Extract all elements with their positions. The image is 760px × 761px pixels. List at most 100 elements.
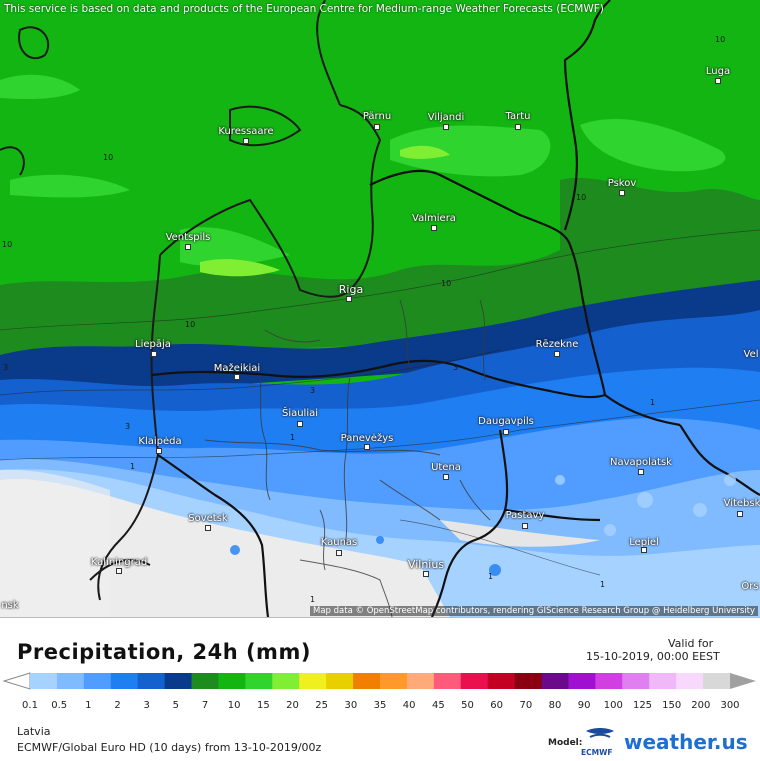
contour-label: 10 <box>576 193 587 202</box>
scale-tick-label: 300 <box>720 700 740 711</box>
city-label: Mažeikiai <box>213 363 261 374</box>
city-label: Lepiel <box>629 537 659 548</box>
contour-label: 3 <box>310 386 316 395</box>
scale-tick-label: 60 <box>490 700 504 711</box>
city-label: Daugavpils <box>478 416 534 427</box>
city-label: Luga <box>705 66 731 77</box>
region-name: Latvia <box>17 725 51 738</box>
scale-tick-label: 45 <box>431 700 445 711</box>
scale-tick-label: 10 <box>227 700 241 711</box>
contour-label: 1 <box>600 580 606 589</box>
scale-swatch <box>110 673 139 689</box>
scale-tick-label: 0.5 <box>51 700 68 711</box>
contour-label: 10 <box>2 240 13 249</box>
contour-label: 1 <box>310 595 316 604</box>
city-label: Sovetsk <box>188 513 228 524</box>
contour-label: 10 <box>715 35 726 44</box>
contour-label: 3 <box>3 363 9 372</box>
city-label: Pskov <box>607 178 637 189</box>
map-title: Precipitation, 24h (mm) <box>17 640 311 664</box>
city-label: Tartu <box>505 111 531 122</box>
city-label: Utena <box>431 462 461 473</box>
valid-for-label: Valid for <box>668 637 714 650</box>
scale-swatch <box>30 673 58 689</box>
scale-swatch <box>272 673 300 689</box>
scale-tick-label: 40 <box>402 700 416 711</box>
contour-label: 10 <box>441 279 452 288</box>
scale-swatch <box>137 673 166 689</box>
scale-tick-label: 30 <box>344 700 358 711</box>
city-label: Kaliningrad <box>90 557 148 568</box>
scale-swatch <box>568 673 596 689</box>
scale-swatch <box>514 673 543 689</box>
contour-label: 10 <box>103 153 114 162</box>
scale-tick-label: 70 <box>519 700 533 711</box>
scale-swatch <box>703 673 731 689</box>
scale-tick-label: 20 <box>286 700 299 711</box>
city-label: Pastavy <box>505 510 545 521</box>
scale-tick-label: 25 <box>315 700 329 711</box>
ecmwf-logo-text: ECMWF <box>581 748 613 757</box>
valid-time: 15-10-2019, 00:00 EEST <box>586 650 720 663</box>
scale-swatch <box>83 673 112 689</box>
scale-tick-label: 5 <box>172 700 180 711</box>
scale-tick-label: 125 <box>632 700 653 711</box>
weather-us-logo[interactable]: weather.us <box>624 730 748 754</box>
model-label: Model: <box>548 738 583 748</box>
contour-label: 3 <box>125 422 131 431</box>
scale-tick-label: 35 <box>373 700 387 711</box>
scale-swatch <box>245 673 273 689</box>
scale-swatch <box>406 673 435 689</box>
legend-footer: Precipitation, 24h (mm) Valid for 15-10-… <box>0 617 760 761</box>
city-label: Kuressaare <box>218 126 274 137</box>
city-label: Riga <box>338 283 364 296</box>
ecmwf-logo <box>586 728 614 738</box>
city-label: Rēzekne <box>535 339 579 350</box>
scale-swatch <box>326 673 354 689</box>
scale-tick-label: 7 <box>201 700 209 711</box>
scale-tick-label: 3 <box>143 700 150 711</box>
city-label: Liepāja <box>135 339 171 350</box>
scale-arrow-right <box>730 673 756 689</box>
scale-tick-label: 0.1 <box>22 700 38 711</box>
contour-label: 1 <box>130 462 136 471</box>
city-label: Viljandi <box>427 112 465 123</box>
scale-tick-label: 100 <box>603 700 623 711</box>
scale-tick-label: 200 <box>691 700 711 711</box>
city-label: Panevėžys <box>340 433 394 444</box>
scale-swatch <box>191 673 219 689</box>
scale-swatch <box>460 673 489 689</box>
scale-tick-label: 80 <box>548 700 562 711</box>
scale-tick-label: 90 <box>577 700 591 711</box>
scale-swatch <box>541 673 569 689</box>
color-scale-bar <box>2 672 756 690</box>
model-run-info: ECMWF/Global Euro HD (10 days) from 13-1… <box>17 741 322 754</box>
precipitation-map[interactable]: This service is based on data and produc… <box>0 0 760 617</box>
city-label: Kaunas <box>320 537 358 548</box>
scale-arrow-left <box>2 672 31 690</box>
city-label: Klaipėda <box>138 436 182 447</box>
city-label: Pärnu <box>362 111 392 122</box>
scale-swatch <box>299 673 327 689</box>
scale-swatch <box>353 673 381 689</box>
city-label: nsk <box>1 600 19 611</box>
city-label: Navapolatsk <box>610 457 672 468</box>
city-label: Valmiera <box>412 213 456 224</box>
contour-label: 1 <box>290 433 296 442</box>
contour-label: 3 <box>453 363 459 372</box>
city-label: Ventspils <box>165 232 211 243</box>
scale-swatch <box>649 673 677 689</box>
scale-tick-label: 15 <box>256 700 270 711</box>
map-attribution[interactable]: Map data © OpenStreetMap contributors, r… <box>310 606 758 616</box>
scale-swatch <box>380 673 408 689</box>
scale-swatch <box>487 673 516 689</box>
scale-swatch <box>676 673 704 689</box>
scale-swatch <box>218 673 246 689</box>
contour-label: 1 <box>488 572 494 581</box>
scale-tick-label: 2 <box>114 700 121 711</box>
city-label: Šiauliai <box>281 408 319 419</box>
contour-label: 10 <box>185 320 196 329</box>
scale-tick-label: 1 <box>85 700 92 711</box>
ecmwf-notice: This service is based on data and produc… <box>4 3 604 15</box>
city-label: Ors <box>741 581 759 592</box>
